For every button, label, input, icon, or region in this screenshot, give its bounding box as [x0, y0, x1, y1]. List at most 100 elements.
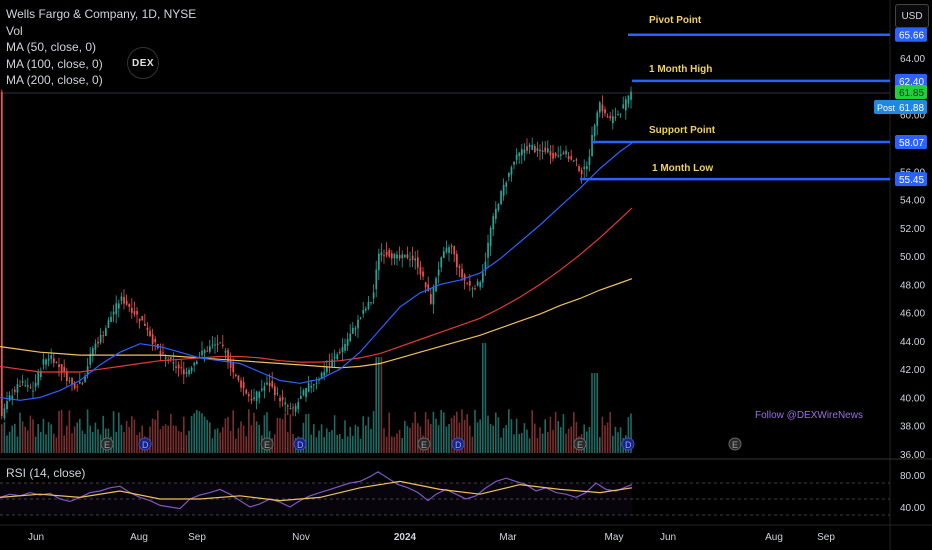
currency-button[interactable]: USD [895, 4, 929, 28]
candle-body [437, 269, 440, 276]
volume-bar [552, 429, 554, 453]
candle-body [463, 274, 466, 281]
volume-bar [489, 423, 492, 453]
time-tick-label: Mar [499, 532, 517, 543]
candle-body [162, 352, 164, 354]
volume-bar [404, 420, 406, 453]
volume-bar [50, 424, 52, 453]
level-price-label: 62.40 [899, 77, 924, 88]
volume-bar [341, 438, 344, 453]
candle-body [214, 344, 216, 346]
candle-body [500, 191, 502, 205]
volume-bar [502, 427, 505, 453]
volume-bar [32, 419, 34, 453]
candle-body [170, 357, 172, 359]
volume-bars [1, 343, 632, 453]
candle-body [138, 318, 141, 322]
earnings-marker [260, 437, 274, 451]
volume-bar [510, 419, 513, 453]
candle-body [193, 362, 196, 366]
candle-body [417, 257, 419, 268]
candle-body [411, 255, 414, 260]
volume-bar [224, 418, 227, 453]
volume-bar [508, 409, 510, 453]
volume-bar [19, 412, 21, 453]
volume-bar [76, 422, 78, 453]
candle-body [404, 254, 406, 258]
candle-body [32, 390, 34, 392]
time-tick-label: Aug [130, 532, 148, 543]
follow-watermark: Follow @DEXWireNews [755, 410, 863, 421]
candle-body [375, 269, 378, 290]
candle-body [196, 361, 198, 364]
candle-body [261, 388, 263, 391]
volume-bar [354, 424, 357, 453]
volume-bar [591, 373, 593, 453]
month-high-label: 1 Month High [649, 64, 713, 75]
volume-bar [190, 416, 193, 453]
volume-bar [219, 432, 221, 453]
candle-body [66, 371, 68, 382]
earnings-marker [573, 437, 587, 451]
candle-body [99, 334, 102, 343]
candle-body [604, 109, 606, 114]
volume-bar [149, 426, 151, 453]
volume-bar [448, 424, 450, 453]
volume-bar [3, 422, 6, 453]
dex-logo: DEX [127, 47, 159, 79]
candle-body [482, 272, 484, 283]
price-tick-label: 48.00 [900, 280, 925, 291]
candle-body [58, 364, 60, 368]
volume-bar [123, 431, 125, 453]
candle-body [370, 302, 372, 304]
candle-body [274, 386, 276, 396]
volume-bar [198, 411, 201, 453]
volume-bar [170, 413, 172, 453]
candle-body [599, 102, 601, 113]
last-price-label: 61.85 [899, 88, 924, 99]
candle-body [362, 309, 365, 314]
candle-body [81, 383, 84, 385]
candle-body [448, 247, 450, 253]
volume-bar [227, 416, 229, 453]
candle-body [313, 384, 315, 386]
candle-body [188, 369, 190, 375]
volume-bar [365, 425, 367, 453]
rsi-tick-label: 40.00 [900, 503, 925, 514]
volume-bar [344, 420, 346, 453]
time-tick-label: Jun [28, 532, 44, 543]
level-price-label: 58.07 [899, 138, 924, 149]
volume-bar [151, 418, 154, 453]
rsi-band [0, 483, 632, 515]
candle-body [284, 402, 287, 405]
volume-bar [596, 373, 598, 453]
volume-bar [601, 416, 604, 453]
volume-bar [196, 409, 198, 453]
volume-bar [240, 421, 242, 453]
volume-bar [531, 410, 533, 453]
candle-body [315, 382, 318, 384]
volume-bar [339, 434, 341, 453]
volume-bar [185, 435, 188, 453]
volume-bar [37, 424, 39, 453]
volume-bar [305, 414, 307, 453]
candle-body [133, 311, 136, 315]
candle-body [578, 166, 580, 171]
candle-body [105, 328, 107, 337]
candle-body [565, 150, 567, 155]
candle-body [118, 303, 120, 309]
time-tick-label: Aug [765, 532, 783, 543]
dividend-marker [293, 437, 307, 451]
candle-body [573, 160, 575, 162]
candle-body [380, 252, 383, 256]
volume-bar [443, 412, 445, 453]
ma200-label: MA (200, close, 0) [6, 73, 103, 87]
candle-body [310, 385, 313, 388]
candle-body [164, 357, 167, 359]
level-price-tag [895, 172, 927, 187]
candle-body [385, 251, 388, 256]
candle-body [131, 307, 133, 313]
volume-bar [560, 427, 562, 453]
candle-body [227, 350, 229, 362]
